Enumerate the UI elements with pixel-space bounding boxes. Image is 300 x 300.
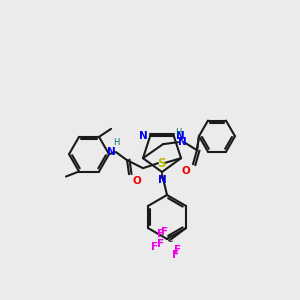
Text: N: N xyxy=(158,175,166,185)
Text: F: F xyxy=(157,229,164,239)
Text: O: O xyxy=(132,176,141,186)
Text: F: F xyxy=(172,250,179,260)
Text: F: F xyxy=(174,245,181,255)
Text: F: F xyxy=(161,227,169,237)
Text: S: S xyxy=(157,157,165,170)
Text: F: F xyxy=(157,239,164,249)
Text: H: H xyxy=(113,138,119,147)
Text: N: N xyxy=(176,131,184,141)
Text: N: N xyxy=(140,131,148,141)
Text: H: H xyxy=(175,128,181,137)
Text: C: C xyxy=(167,236,173,244)
Text: N: N xyxy=(107,147,116,157)
Text: N: N xyxy=(178,137,187,147)
Text: O: O xyxy=(181,166,190,176)
Text: F: F xyxy=(151,242,158,252)
